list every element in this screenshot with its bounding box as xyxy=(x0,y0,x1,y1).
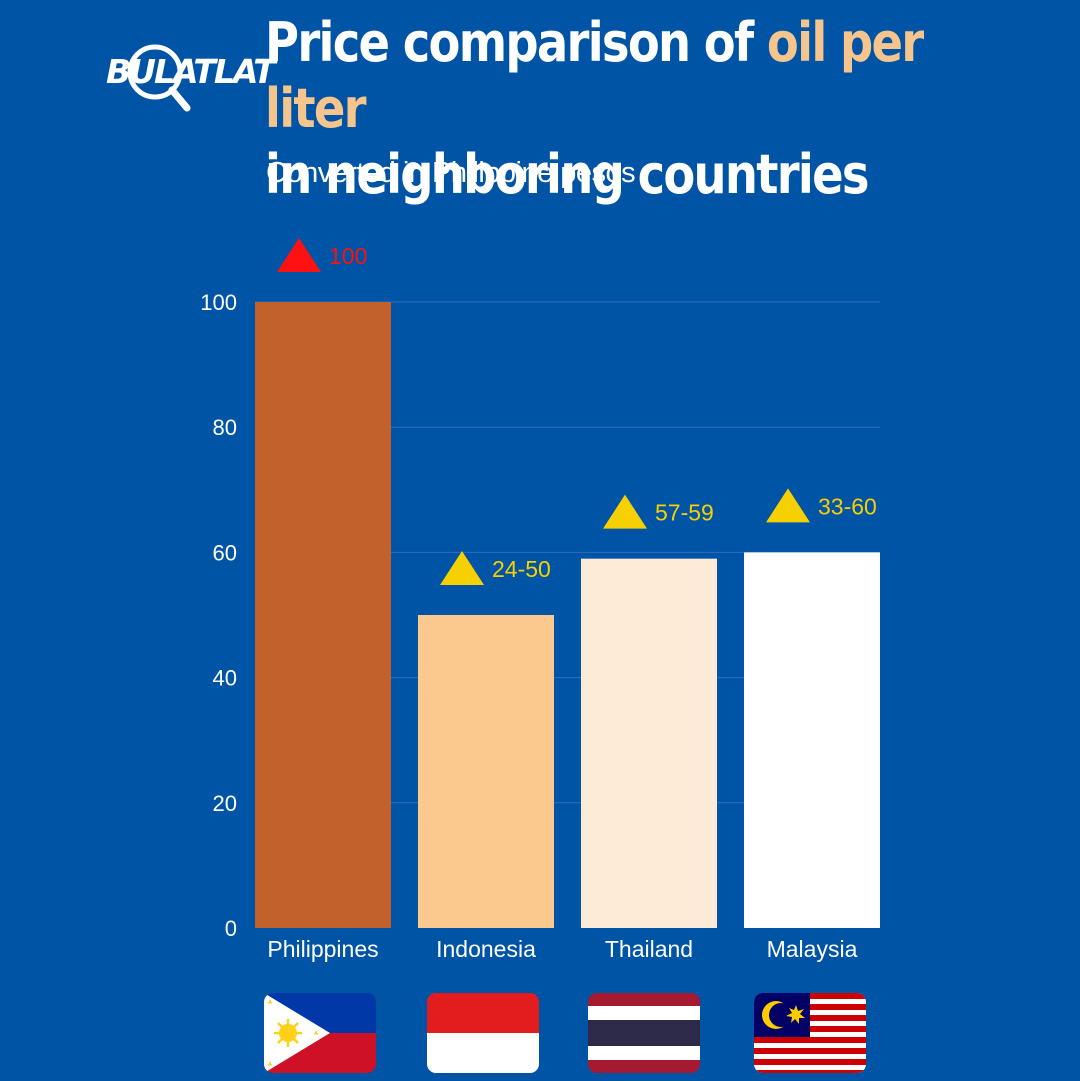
x-tick-label: Thailand xyxy=(605,936,693,962)
logo-text: BULATLAT xyxy=(106,52,276,91)
chart-subtitle: Converted in Philippine pesos xyxy=(266,157,636,189)
magnifier-icon xyxy=(127,44,191,112)
malaysia-flag xyxy=(754,993,866,1073)
title-part1: Price comparison of xyxy=(265,11,767,74)
bulatlat-logo: BULATLAT xyxy=(106,42,276,118)
up-triangle-icon xyxy=(603,494,647,529)
data-label: 100 xyxy=(329,243,367,269)
y-tick-label: 20 xyxy=(213,791,237,816)
y-tick-label: 80 xyxy=(213,415,237,440)
y-tick-label: 60 xyxy=(213,540,237,565)
up-triangle-icon xyxy=(766,488,810,523)
chart-title: Price comparison of oil per liter in neig… xyxy=(265,10,953,208)
thailand-flag xyxy=(588,993,700,1073)
y-tick-label: 40 xyxy=(213,666,237,691)
up-triangle-icon xyxy=(277,238,321,272)
bar-thailand xyxy=(581,558,717,928)
title-part2: in neighboring countries xyxy=(265,143,870,206)
x-tick-label: Philippines xyxy=(267,936,378,962)
data-label: 33-60 xyxy=(818,493,877,519)
data-label: 24-50 xyxy=(492,556,551,582)
y-tick-label: 0 xyxy=(225,916,237,941)
x-tick-label: Indonesia xyxy=(436,936,536,962)
bar-indonesia xyxy=(418,615,554,928)
philippines-flag xyxy=(264,993,376,1073)
x-tick-label: Malaysia xyxy=(767,936,858,962)
data-label: 57-59 xyxy=(655,500,714,526)
title-highlight: oil per liter xyxy=(265,11,924,140)
indonesia-flag xyxy=(427,993,539,1073)
bar-philippines xyxy=(255,302,391,928)
up-triangle-icon xyxy=(440,551,484,585)
bar-malaysia xyxy=(744,552,880,928)
y-tick-label: 100 xyxy=(200,290,237,315)
